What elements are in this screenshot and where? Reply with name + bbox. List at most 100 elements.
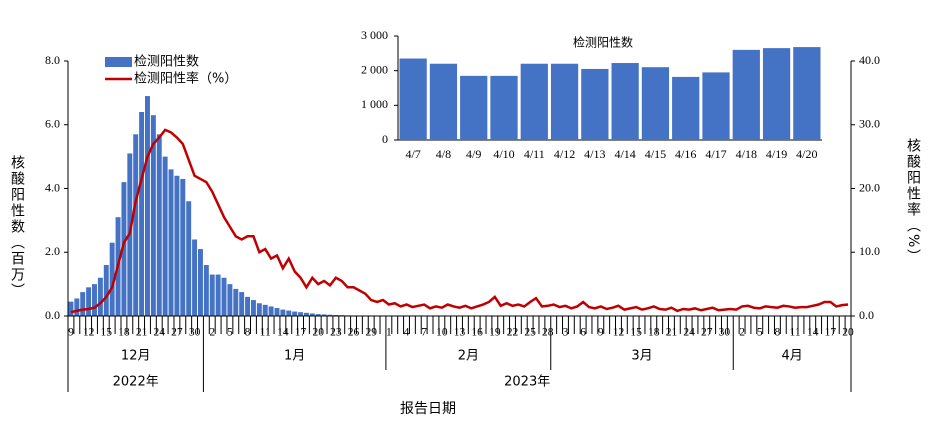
y-axis-title: 核酸阳性数（百万） — [9, 155, 25, 299]
x-tick-label: 7 — [421, 327, 427, 339]
x-tick-label: 8 — [245, 327, 251, 339]
x-tick-label: 17 — [295, 327, 307, 339]
bar — [286, 310, 292, 316]
bar — [550, 63, 579, 140]
x-tick-label: 20 — [842, 327, 854, 339]
bar — [150, 115, 156, 316]
bar — [68, 301, 74, 316]
bar — [203, 265, 209, 316]
x-tick-label: 15 — [630, 327, 642, 339]
x-tick-label: 24 — [683, 327, 695, 339]
y-tick-label: 3 000 — [361, 28, 388, 42]
bar — [315, 314, 321, 316]
x-tick-label: 17 — [825, 327, 837, 339]
x-tick-label: 20 — [312, 327, 324, 339]
x-tick-label: 30 — [189, 327, 201, 339]
bar — [520, 63, 548, 140]
y-tick-label: 2 000 — [361, 62, 388, 76]
x-tick-label: 27 — [701, 327, 713, 339]
x-tick-label: 4/15 — [645, 147, 666, 161]
x-tick-label: 5 — [757, 327, 763, 339]
x-tick-label: 24 — [154, 327, 166, 339]
y2-tick-label: 20.0 — [859, 180, 880, 194]
bar — [109, 242, 115, 316]
legend-label: 检测阳性率（%） — [134, 71, 237, 87]
x-tick-label: 4/8 — [436, 147, 451, 161]
inset-title: 检测阳性数 — [573, 35, 633, 50]
bar — [121, 182, 127, 316]
x-tick-label: 12 — [613, 327, 625, 339]
bar — [221, 277, 227, 316]
x-tick-label: 22 — [507, 327, 519, 339]
bar — [133, 134, 139, 316]
x-tick-label: 4/20 — [796, 147, 817, 161]
x-tick-label: 28 — [542, 327, 554, 339]
bar — [672, 76, 700, 140]
bar — [262, 304, 268, 316]
bar — [327, 314, 333, 316]
bar — [192, 239, 198, 316]
bar — [162, 156, 168, 316]
bar — [280, 309, 286, 316]
y2-tick-label: 30.0 — [859, 117, 880, 131]
x-tick-label: 4/7 — [405, 147, 420, 161]
bar — [298, 312, 304, 316]
x-tick-label: 2 — [739, 327, 745, 339]
bar — [292, 311, 298, 316]
bar — [250, 300, 256, 316]
x-tick-label: 4/16 — [675, 147, 696, 161]
y-tick-label: 0.0 — [45, 308, 60, 322]
x-tick-label: 1 — [386, 327, 392, 339]
x-tick-label: 4/11 — [524, 147, 545, 161]
bar — [180, 178, 186, 316]
x-tick-label: 19 — [489, 327, 501, 339]
y-tick-label: 8.0 — [45, 53, 60, 67]
x-tick-label: 8 — [775, 327, 781, 339]
bar — [702, 72, 730, 140]
bar — [321, 314, 327, 316]
bar — [215, 274, 221, 316]
x-tick-label: 4/12 — [554, 147, 575, 161]
y2-tick-label: 10.0 — [859, 244, 880, 258]
legend-swatch — [105, 57, 132, 67]
bar — [86, 287, 92, 316]
bar — [490, 75, 518, 140]
bar — [156, 134, 162, 316]
x-tick-label: 21 — [666, 327, 678, 339]
x-tick-label: 23 — [330, 327, 342, 339]
bar — [256, 303, 262, 316]
x-tick-label: 18 — [648, 327, 660, 339]
bar — [97, 277, 103, 316]
bar — [274, 308, 280, 316]
y-tick-label: 4.0 — [45, 180, 60, 194]
month-label: 12月 — [121, 349, 151, 364]
bar — [92, 284, 97, 316]
rate-line — [70, 128, 849, 314]
x-tick-label: 3 — [563, 327, 569, 339]
legend-label: 检测阳性数 — [134, 55, 199, 70]
x-axis-title: 报告日期 — [400, 401, 456, 417]
bar — [641, 67, 670, 140]
bar — [239, 292, 245, 316]
bar — [74, 298, 80, 316]
bar — [793, 47, 821, 140]
x-tick-label: 4/14 — [614, 147, 635, 161]
x-tick-label: 4/13 — [584, 147, 605, 161]
y2-axis-title: 核酸阳性率（%） — [905, 138, 921, 265]
month-label: 2月 — [458, 349, 479, 364]
bar — [245, 296, 251, 316]
x-tick-label: 29 — [365, 327, 377, 339]
x-tick-label: 21 — [136, 327, 148, 339]
x-tick-label: 16 — [471, 327, 483, 339]
x-tick-label: 13 — [454, 327, 466, 339]
bar — [429, 63, 458, 140]
x-tick-label: 9 — [598, 327, 604, 339]
x-tick-label: 30 — [719, 327, 731, 339]
y-tick-label: 0 — [382, 132, 388, 146]
x-tick-label: 12 — [83, 327, 95, 339]
month-label: 3月 — [631, 349, 652, 364]
bar — [103, 265, 109, 316]
x-tick-label: 9 — [68, 327, 74, 339]
x-tick-label: 4/9 — [466, 147, 481, 161]
month-label: 4月 — [781, 349, 802, 364]
